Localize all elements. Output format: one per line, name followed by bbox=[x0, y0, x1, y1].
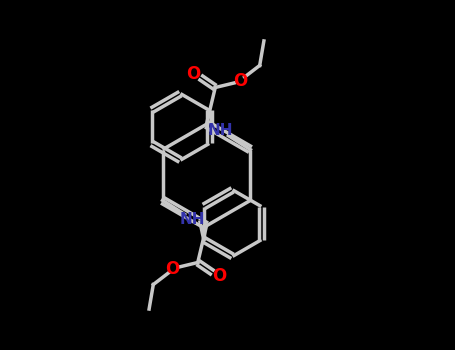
Text: O: O bbox=[212, 267, 227, 285]
Text: O: O bbox=[233, 72, 248, 90]
Text: NH: NH bbox=[208, 123, 233, 138]
Text: O: O bbox=[187, 65, 201, 83]
Text: O: O bbox=[166, 260, 180, 278]
Text: NH: NH bbox=[180, 212, 205, 227]
